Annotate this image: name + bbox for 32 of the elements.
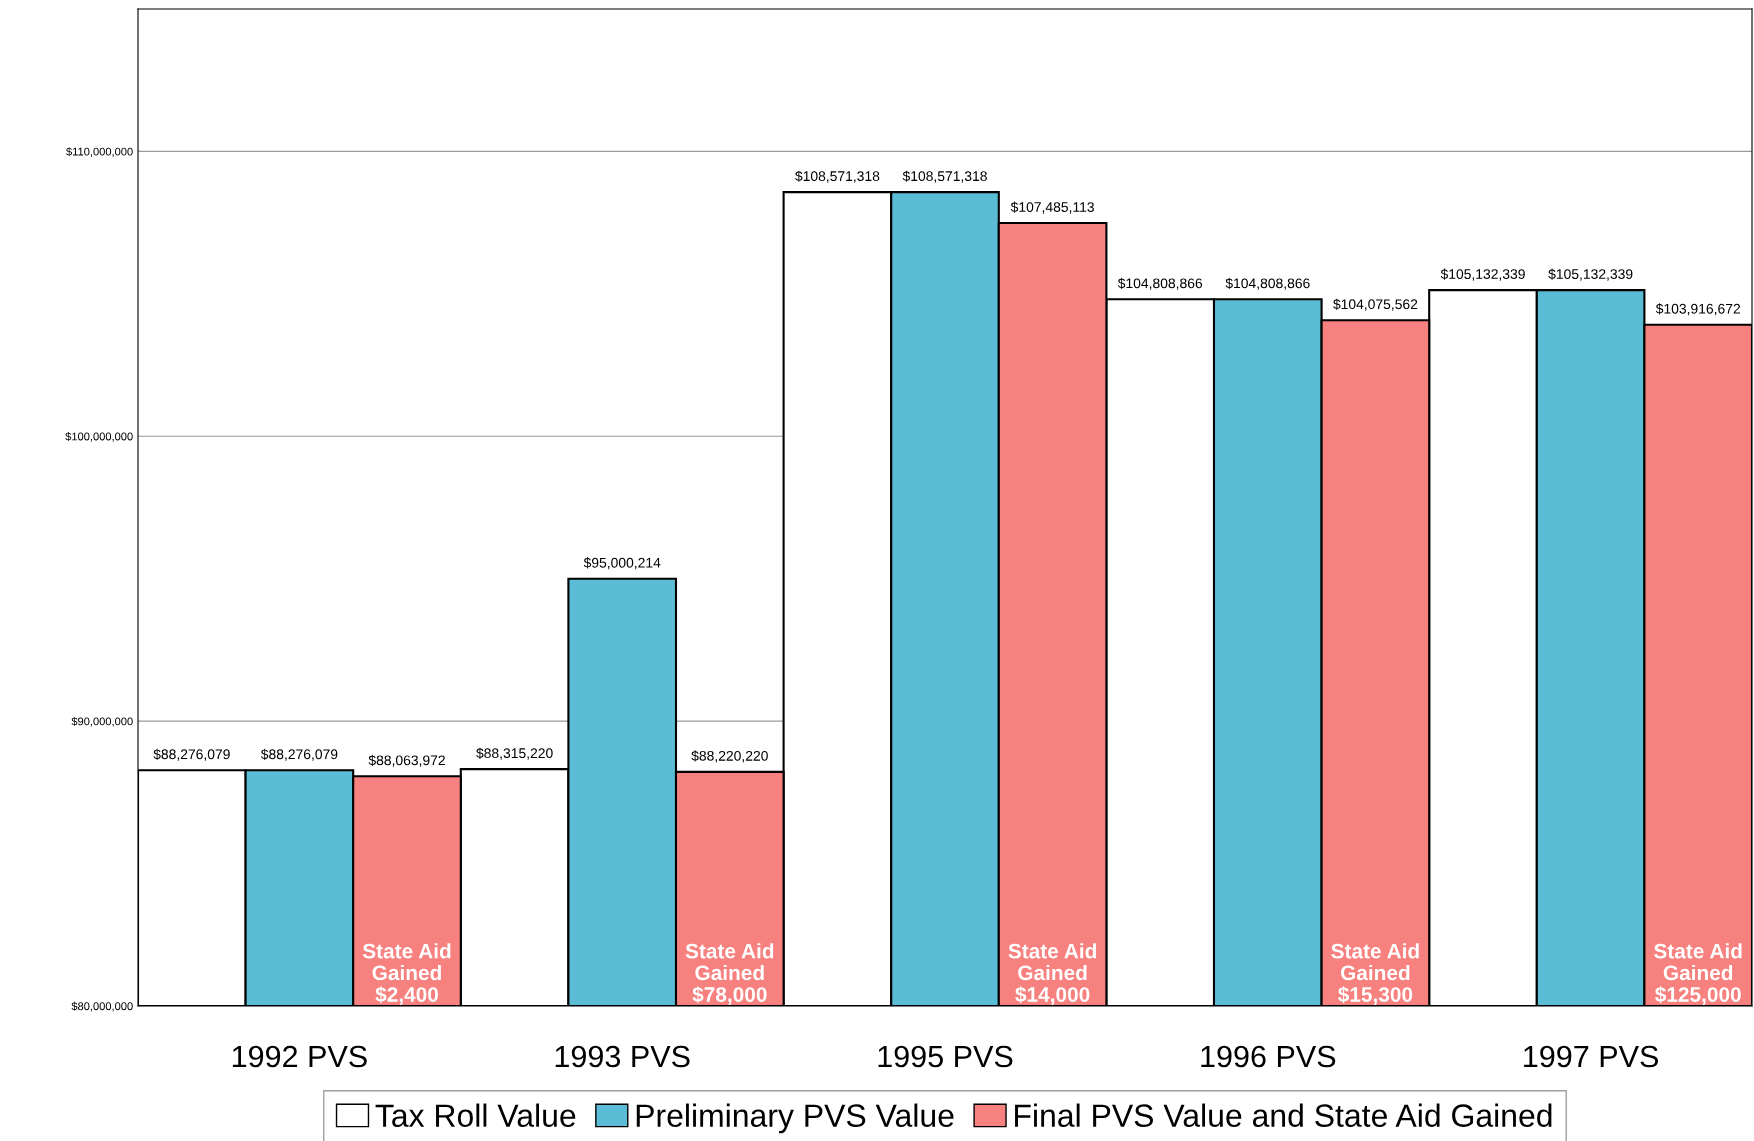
- y-tick-label: $90,000,000: [71, 716, 133, 727]
- x-tick-label: 1995 PVS: [878, 1045, 1013, 1068]
- text: $88,063,972: [368, 754, 445, 767]
- text: $88,315,220: [476, 747, 553, 760]
- y-tick-label: $100,000,000: [65, 432, 133, 442]
- text: $105,132,339: [1548, 268, 1633, 281]
- text: $105,132,339: [1440, 268, 1525, 281]
- annotation: State Aid Gained $125,000: [1654, 943, 1742, 1005]
- annotation: State Aid Gained $78,000: [685, 943, 774, 1005]
- legend-label: Preliminary PVS Value: [636, 1103, 954, 1134]
- y-tick-label: $80,000,000: [71, 1001, 133, 1012]
- annotation: State Aid Gained $14,000: [1008, 943, 1096, 1005]
- legend-label: Tax Roll Value: [375, 1103, 576, 1127]
- text: $88,220,220: [691, 750, 768, 763]
- text: $95,000,214: [583, 557, 661, 570]
- x-tick-label: 1992 PVS: [232, 1045, 367, 1068]
- text: $104,808,866: [1117, 277, 1203, 290]
- text: $88,276,079: [260, 748, 338, 761]
- x-tick-label: 1993 PVS: [555, 1045, 690, 1068]
- text: $108,571,318: [902, 170, 987, 183]
- text: $104,075,562: [1333, 298, 1418, 311]
- x-tick-label: 1996 PVS: [1201, 1045, 1336, 1068]
- text: $88,276,079: [153, 748, 230, 761]
- annotation: State Aid Gained $15,300: [1331, 943, 1419, 1005]
- text: $107,485,113: [1010, 201, 1094, 214]
- y-tick-label: $110,000,000: [66, 147, 133, 157]
- text: $103,916,672: [1655, 303, 1740, 316]
- text: $108,571,318: [795, 170, 880, 183]
- annotation: State Aid Gained $2,400: [362, 943, 451, 1005]
- legend-label: Final PVS Value and State Aid Gained: [1015, 1103, 1552, 1127]
- x-tick-label: 1997 PVS: [1524, 1045, 1658, 1068]
- text: $104,808,866: [1225, 277, 1310, 290]
